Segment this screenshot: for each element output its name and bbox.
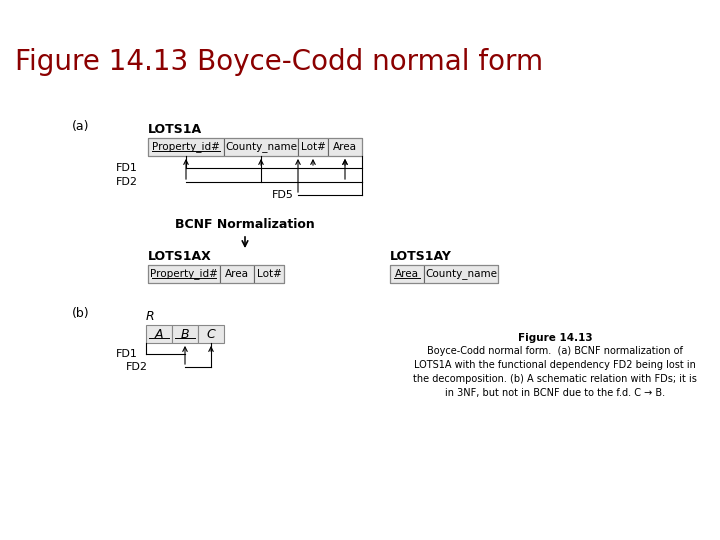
Text: County_name: County_name <box>225 141 297 152</box>
Bar <box>198 325 224 343</box>
Bar <box>148 265 284 283</box>
Text: C: C <box>207 327 215 341</box>
Bar <box>172 325 198 343</box>
Bar <box>424 265 498 283</box>
Text: Figure 14.13 Boyce-Codd normal form: Figure 14.13 Boyce-Codd normal form <box>15 48 543 76</box>
Text: Lot#: Lot# <box>300 142 325 152</box>
Text: FD2: FD2 <box>126 362 148 372</box>
Text: Area: Area <box>225 269 249 279</box>
Text: FD1: FD1 <box>116 349 138 359</box>
Bar <box>390 265 424 283</box>
Text: B: B <box>181 327 189 341</box>
Text: LOTS1A: LOTS1A <box>148 123 202 136</box>
Text: (a): (a) <box>72 120 89 133</box>
Bar <box>220 265 254 283</box>
Text: R: R <box>146 310 155 323</box>
Bar <box>328 138 362 156</box>
Text: A: A <box>155 327 163 341</box>
Text: (b): (b) <box>72 307 89 320</box>
Text: FD1: FD1 <box>116 163 138 173</box>
Bar <box>254 265 284 283</box>
Bar <box>146 325 172 343</box>
Text: BCNF Normalization: BCNF Normalization <box>175 219 315 232</box>
Text: LOTS1AY: LOTS1AY <box>390 250 452 263</box>
Bar <box>148 138 224 156</box>
Bar <box>224 138 298 156</box>
Text: Lot#: Lot# <box>256 269 282 279</box>
Text: LOTS1AX: LOTS1AX <box>148 250 212 263</box>
Bar <box>148 138 362 156</box>
Text: County_name: County_name <box>425 268 497 280</box>
Bar <box>148 265 220 283</box>
Text: Figure 14.13: Figure 14.13 <box>518 333 593 343</box>
Text: Area: Area <box>395 269 419 279</box>
Text: Property_id#: Property_id# <box>150 268 218 280</box>
Text: Area: Area <box>333 142 357 152</box>
Text: Property_id#: Property_id# <box>152 141 220 152</box>
Text: Boyce-Codd normal form.  (a) BCNF normalization of
LOTS1A with the functional de: Boyce-Codd normal form. (a) BCNF normali… <box>413 346 697 398</box>
Bar <box>390 265 498 283</box>
Text: FD2: FD2 <box>116 177 138 187</box>
Text: FD5: FD5 <box>272 190 294 200</box>
Bar <box>298 138 328 156</box>
